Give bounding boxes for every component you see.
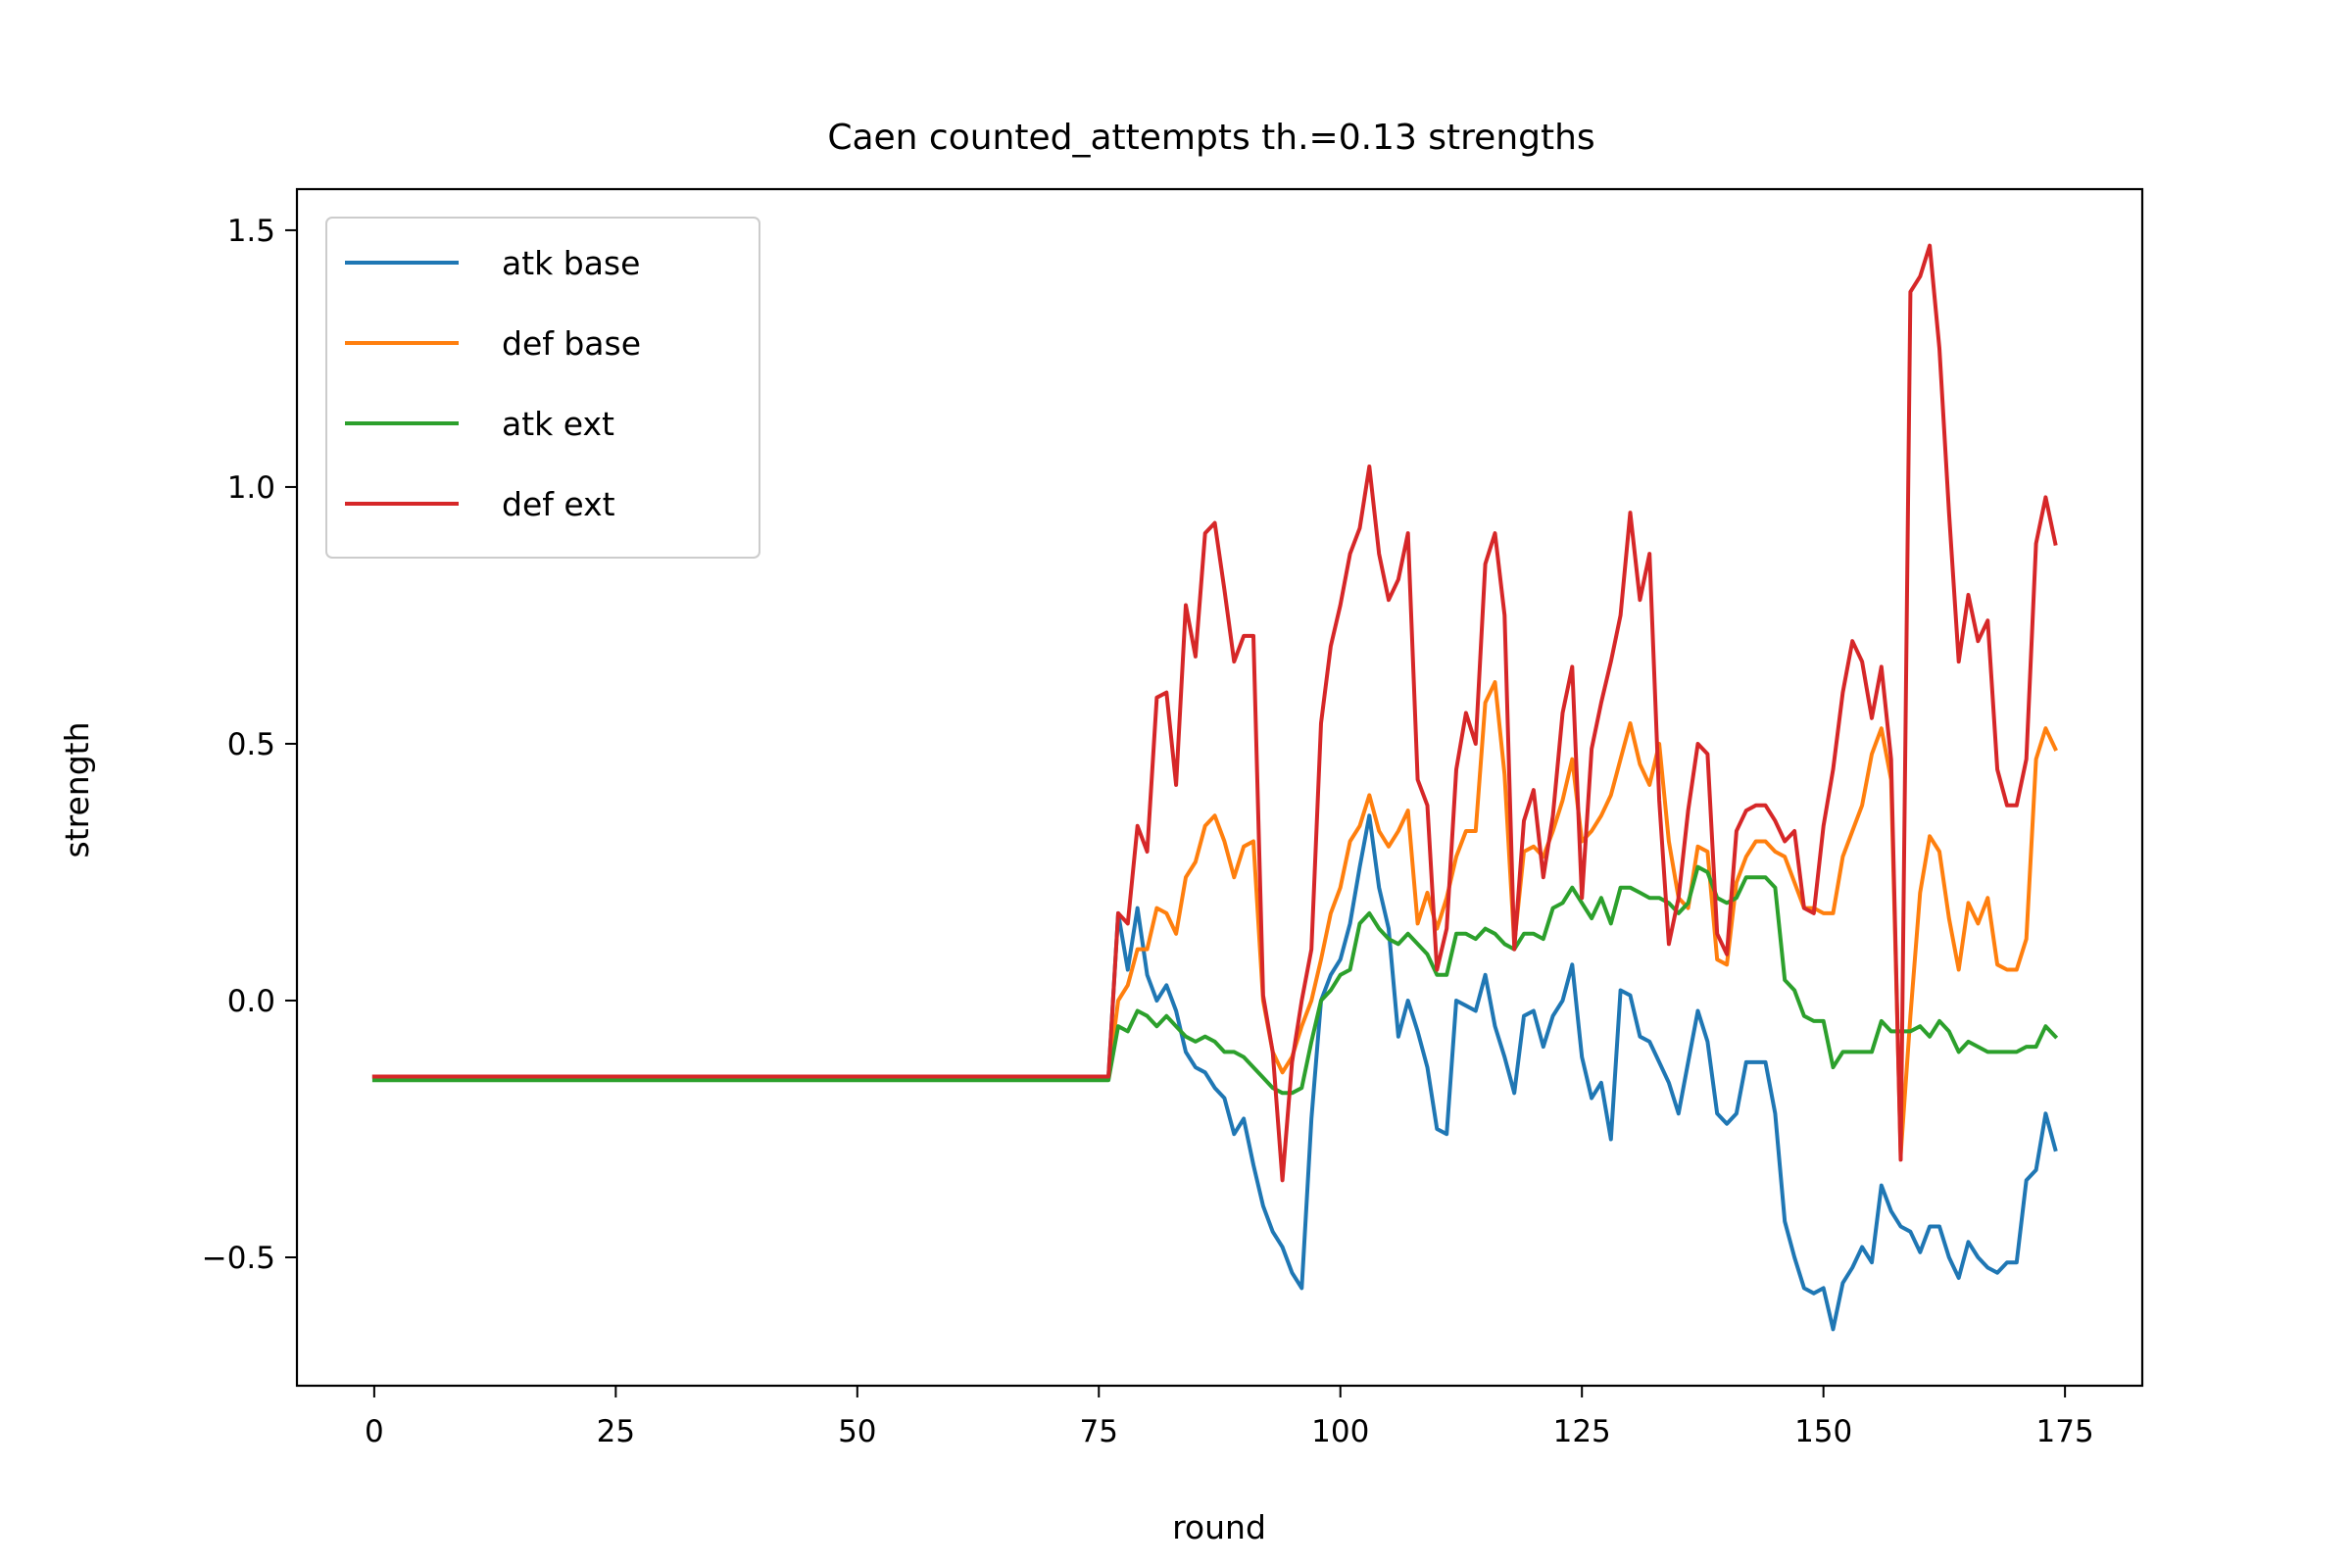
x-tick-label: 75 bbox=[1080, 1414, 1118, 1449]
legend-label: atk ext bbox=[502, 405, 614, 443]
y-tick-label: 0.0 bbox=[227, 984, 275, 1019]
legend-label: atk base bbox=[502, 244, 640, 282]
legend: atk base def base atk ext def ext bbox=[325, 217, 760, 559]
x-tick-label: 100 bbox=[1311, 1414, 1369, 1449]
legend-box bbox=[325, 217, 760, 559]
legend-entries: atk base def base atk ext def ext bbox=[345, 244, 641, 523]
series-layer bbox=[371, 243, 2059, 1332]
x-tick-label: 150 bbox=[1794, 1414, 1852, 1449]
x-tick-label: 125 bbox=[1553, 1414, 1611, 1449]
series-line-2 bbox=[371, 864, 2059, 1096]
x-tick-label: 25 bbox=[597, 1414, 635, 1449]
legend-label: def ext bbox=[502, 485, 615, 523]
x-axis-label: round bbox=[1172, 1508, 1266, 1546]
y-axis: −0.5 0.0 0.5 1.0 1.5 bbox=[202, 214, 297, 1276]
plot-area bbox=[295, 187, 2144, 1388]
series-line-3 bbox=[371, 243, 2058, 1183]
legend-label: def base bbox=[502, 324, 641, 363]
x-tick-label: 175 bbox=[2036, 1414, 2094, 1449]
y-tick-label: −0.5 bbox=[202, 1241, 275, 1276]
x-tick-label: 0 bbox=[365, 1414, 384, 1449]
x-axis: 0 25 50 75 100 125 150 175 bbox=[365, 1386, 2094, 1449]
y-tick-label: 0.5 bbox=[227, 727, 275, 762]
y-tick-label: 1.0 bbox=[227, 470, 275, 506]
plot-frame bbox=[295, 187, 2144, 1388]
y-tick-label: 1.5 bbox=[227, 214, 275, 249]
x-tick-label: 50 bbox=[838, 1414, 876, 1449]
chart-title: Caen counted_attempts th.=0.13 strengths bbox=[827, 118, 1594, 158]
y-axis-label: strength bbox=[58, 722, 96, 858]
